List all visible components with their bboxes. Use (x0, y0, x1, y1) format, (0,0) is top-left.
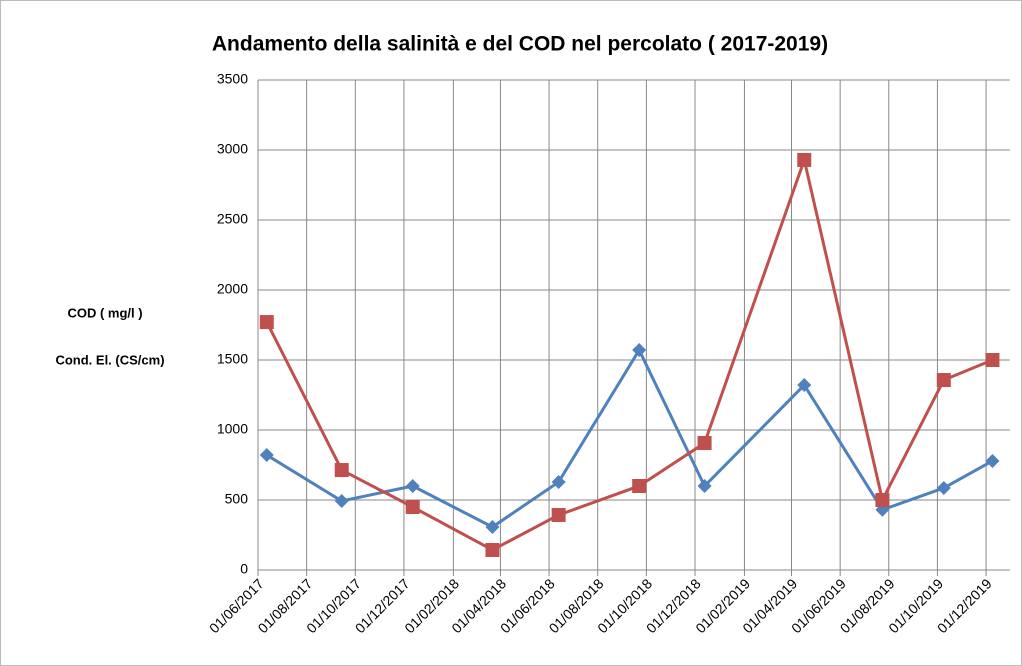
marker (405, 479, 420, 493)
y-axis-label: Cond. El. (CS/cm) (55, 352, 164, 367)
marker (985, 453, 1000, 468)
marker (936, 373, 951, 388)
marker (334, 493, 349, 508)
y-tick-label: 1500 (217, 351, 248, 367)
y-tick-label: 3500 (217, 71, 248, 87)
marker (334, 463, 349, 478)
marker (551, 507, 566, 522)
marker (697, 436, 712, 451)
marker (632, 479, 647, 493)
marker (405, 500, 420, 514)
y-tick-label: 0 (240, 561, 248, 577)
y-axis-label: COD ( mg/l ) (67, 305, 142, 320)
marker (985, 353, 1000, 367)
marker (632, 343, 647, 358)
chart-title: Andamento della salinità e del COD nel p… (212, 33, 828, 56)
marker (485, 520, 500, 535)
marker (697, 479, 712, 493)
y-tick-label: 1000 (217, 421, 248, 437)
y-tick-label: 3000 (217, 141, 248, 157)
marker (875, 493, 890, 507)
y-tick-label: 2000 (217, 281, 248, 297)
marker (551, 474, 566, 489)
y-tick-label: 500 (225, 491, 249, 507)
marker (259, 315, 274, 330)
marker (259, 448, 274, 463)
y-tick-label: 2500 (217, 211, 248, 227)
marker (485, 542, 500, 557)
marker (797, 378, 812, 393)
marker (797, 152, 812, 167)
marker (936, 480, 951, 495)
